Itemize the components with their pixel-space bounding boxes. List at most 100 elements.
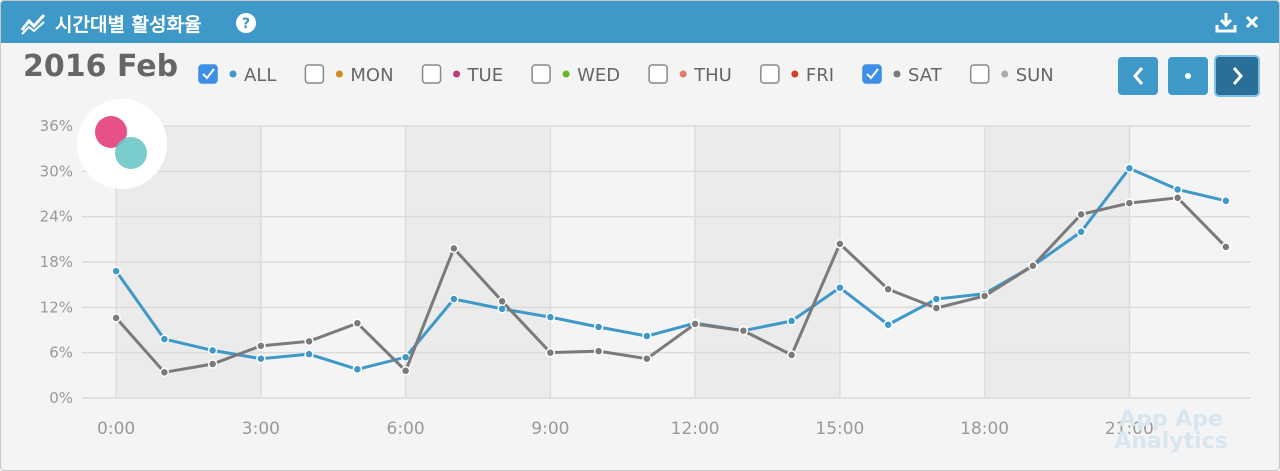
legend-swatch (229, 70, 237, 78)
legend-label: ALL (244, 65, 276, 86)
x-tick-label: 21:00 (1105, 419, 1154, 439)
point (545, 312, 556, 322)
legend-label: SUN (1016, 65, 1054, 86)
legend-swatch (562, 70, 570, 78)
legend-item[interactable]: SUN (969, 64, 1054, 86)
point (931, 303, 942, 313)
point (593, 322, 604, 332)
point (931, 294, 942, 304)
point (111, 266, 121, 276)
nav-buttons[interactable] (1118, 55, 1260, 97)
grid: 0% 6% 12% 18% 24% 30% 36% 0:00 3:00 6:00 9:00 12:00… (40, 117, 1250, 439)
legend-checkbox (421, 64, 442, 84)
point (1172, 193, 1183, 203)
y-tick-label: 6% (49, 344, 73, 362)
chart-icon (20, 13, 46, 35)
point (207, 359, 218, 369)
legend-item[interactable]: FRI (760, 64, 834, 86)
legend-label: TUE (467, 65, 504, 86)
y-tick-label: 0% (49, 389, 73, 407)
point (352, 318, 363, 328)
point (786, 350, 797, 360)
point (738, 326, 749, 336)
x-tick-label: 6:00 (387, 419, 425, 439)
legend-item[interactable]: ALL (198, 64, 276, 86)
point (1124, 163, 1135, 174)
point (642, 331, 652, 341)
header-bar: 시간대별 활성화율 ? (1, 1, 1279, 43)
point (1221, 196, 1231, 206)
point (1172, 184, 1183, 195)
point (352, 364, 363, 375)
period-label: 2016 Feb (23, 49, 178, 84)
lines (111, 163, 1231, 378)
watermark: Analytics (1114, 429, 1228, 454)
chart: 2016 Feb 0% 6% 12% 18% 24% 30% 36% 0:00 3:00 6:00… (23, 49, 1260, 454)
legend-checkbox (760, 64, 780, 84)
legend-swatch (1001, 70, 1009, 78)
legend-swatch (335, 70, 343, 78)
point (159, 334, 170, 344)
y-tick-label: 18% (40, 253, 73, 271)
point (400, 366, 411, 376)
legend-label: THU (693, 65, 732, 86)
y-tick-label: 12% (40, 298, 73, 316)
point (1076, 227, 1086, 237)
point (593, 346, 604, 356)
legend-swatch (893, 70, 901, 78)
point (835, 282, 845, 293)
legend-checkbox (198, 64, 218, 84)
legend-swatch (679, 70, 687, 78)
point (207, 345, 218, 356)
legend-item[interactable]: TUE (421, 64, 504, 86)
legend-swatch (791, 70, 799, 78)
x-tick-label: 3:00 (242, 419, 280, 439)
legend-item[interactable]: WED (531, 64, 620, 86)
point (256, 341, 266, 351)
x-tick-label: 12:00 (671, 419, 720, 439)
check-mark (866, 68, 879, 80)
point (159, 367, 170, 378)
point (883, 319, 893, 330)
point (1124, 198, 1135, 208)
legend-checkbox (862, 64, 882, 84)
point (304, 349, 314, 359)
help-icon[interactable]: ? (234, 11, 258, 35)
y-tick-label: 24% (40, 208, 73, 226)
legend-label: SAT (908, 65, 943, 86)
logo (77, 99, 167, 189)
point (1221, 242, 1231, 252)
legend-checkbox (969, 64, 990, 84)
legend-item[interactable]: THU (648, 64, 732, 86)
y-tick-label: 36% (40, 117, 73, 135)
watermark: App Ape (1119, 407, 1223, 432)
point (979, 291, 990, 301)
series-line (115, 196, 1227, 374)
legend-checkbox (531, 64, 551, 84)
series-line (114, 166, 1227, 371)
header-actions[interactable] (1209, 7, 1269, 37)
x-tick-label: 0:00 (97, 419, 135, 439)
x-tick-label: 15:00 (815, 419, 864, 439)
x-tick-label: 9:00 (531, 419, 569, 439)
legend-label: WED (577, 65, 620, 86)
point (304, 336, 314, 347)
point (690, 319, 700, 329)
legend-label: MON (350, 65, 393, 86)
legend-item[interactable]: MON (304, 64, 394, 86)
legend-item[interactable]: SAT (862, 64, 943, 86)
svg-text:?: ? (242, 16, 250, 32)
point (545, 347, 556, 358)
point (256, 353, 266, 364)
point (883, 284, 893, 294)
point (111, 313, 121, 323)
point (1076, 209, 1086, 220)
point (642, 353, 652, 364)
point (786, 316, 797, 326)
legend-checkbox (304, 64, 325, 84)
point (449, 243, 459, 254)
point (1028, 261, 1038, 271)
y-tick-label: 30% (40, 162, 73, 180)
legend-swatch (453, 70, 461, 78)
